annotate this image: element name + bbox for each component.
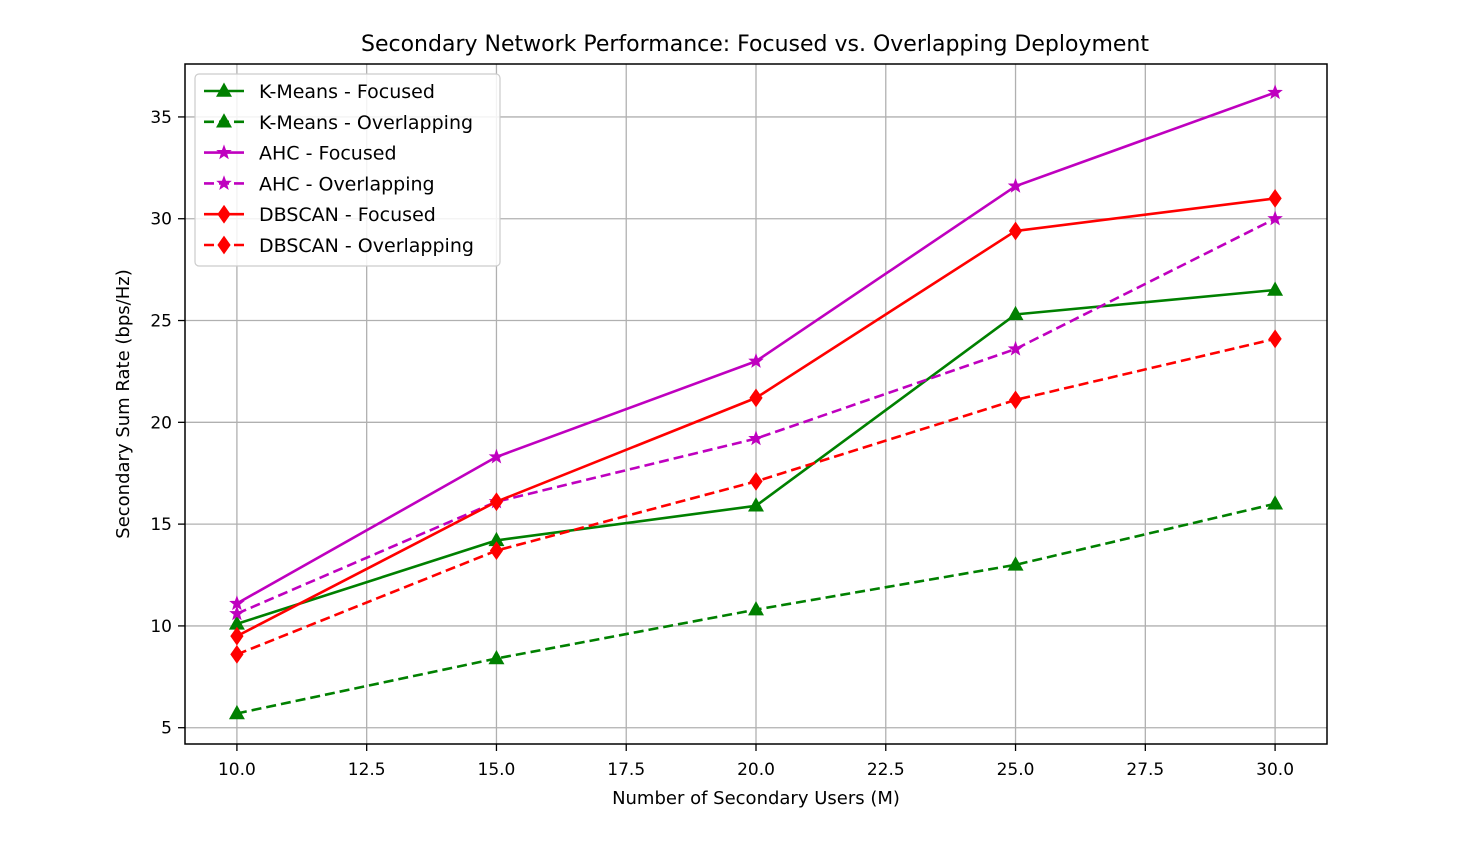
data-point	[749, 388, 763, 408]
legend-label: AHC - Overlapping	[259, 173, 435, 195]
x-tick-label: 22.5	[867, 760, 905, 780]
data-point	[1268, 189, 1282, 208]
data-point	[1267, 281, 1284, 296]
x-tick-label: 17.5	[607, 760, 645, 780]
y-tick-label: 10	[150, 617, 172, 637]
ticks: 10.0 12.5 15.0 17.5 20.0 22.5 25.0 27.5 30.0 5 10 1…	[150, 108, 1294, 780]
y-tick-label: 15	[150, 515, 172, 535]
y-tick-label: 35	[150, 108, 172, 128]
y-tick-label: 25	[150, 312, 172, 332]
legend-item: K-Means - Focused	[204, 81, 435, 103]
data-point	[1008, 221, 1023, 241]
chart-title: Secondary Network Performance: Focused v…	[361, 32, 1149, 57]
series-2	[229, 84, 1283, 611]
legend-marker	[216, 82, 232, 97]
data-point	[1007, 305, 1024, 321]
legend-marker	[217, 235, 231, 255]
data-point	[230, 626, 244, 646]
data-point	[748, 601, 764, 616]
data-point	[1007, 340, 1024, 356]
data-point	[489, 541, 504, 560]
legend-box	[194, 73, 501, 267]
legend-label: K-Means - Overlapping	[259, 112, 473, 134]
x-tick-label: 12.5	[348, 760, 386, 780]
data-point	[749, 471, 763, 491]
data-point	[1267, 84, 1283, 100]
data-point	[488, 649, 505, 665]
data-point	[1008, 390, 1023, 410]
y-tick-label: 30	[150, 210, 172, 230]
x-tick-label: 10.0	[218, 760, 256, 780]
x-tick-label: 20.0	[737, 760, 775, 780]
legend-item: AHC - Focused	[204, 143, 397, 165]
legend-marker	[217, 204, 231, 224]
series-1	[228, 495, 1284, 720]
legend-item: AHC - Overlapping	[204, 173, 435, 195]
data-point	[1007, 177, 1024, 193]
data-point	[1267, 495, 1284, 510]
data-point	[1267, 210, 1283, 226]
x-axis-label: Number of Secondary Users (M)	[612, 788, 900, 809]
legend-label: DBSCAN - Overlapping	[259, 235, 474, 257]
legend-item: K-Means - Overlapping	[204, 112, 473, 134]
legend-label: DBSCAN - Focused	[259, 204, 436, 226]
x-tick-label: 15.0	[478, 760, 516, 780]
x-tick-label: 25.0	[997, 760, 1035, 780]
data-point	[488, 448, 505, 464]
data-point	[748, 497, 764, 512]
x-tick-label: 27.5	[1126, 760, 1164, 780]
y-axis-label: Secondary Sum Rate (bps/Hz)	[113, 269, 134, 538]
legend-marker	[216, 144, 232, 160]
series-4	[230, 189, 1282, 646]
legend-marker	[216, 113, 232, 128]
series-5	[230, 329, 1282, 664]
data-point	[1007, 556, 1024, 571]
legend-item: DBSCAN - Focused	[204, 204, 436, 226]
data-point	[748, 353, 764, 368]
legend-label: K-Means - Focused	[259, 81, 435, 103]
y-tick-label: 5	[161, 719, 172, 739]
data-point	[489, 492, 504, 512]
data-point	[228, 704, 245, 720]
data-point	[230, 645, 244, 664]
data-point	[748, 430, 764, 446]
data-point	[229, 605, 245, 621]
legend: K-Means - Focused K-Means - Overlapping AH…	[194, 73, 501, 267]
legend-marker	[216, 175, 232, 191]
data-point	[1268, 329, 1282, 349]
legend-item: DBSCAN - Overlapping	[204, 235, 474, 257]
series-layer	[228, 84, 1284, 720]
legend-label: AHC - Focused	[259, 143, 397, 165]
x-tick-label: 30.0	[1256, 760, 1294, 780]
y-tick-label: 20	[150, 413, 172, 433]
